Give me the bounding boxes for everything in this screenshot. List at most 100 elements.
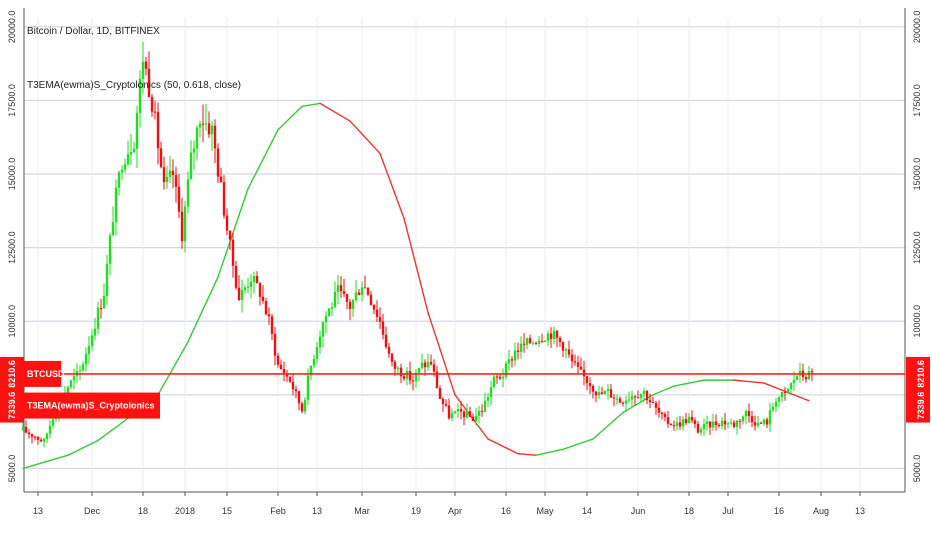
candle-body[interactable] [678, 422, 682, 427]
candle-body[interactable] [42, 439, 46, 442]
candle-body[interactable] [81, 364, 85, 371]
candle-body[interactable] [345, 293, 349, 302]
candle-body[interactable] [501, 376, 505, 379]
candle-body[interactable] [348, 301, 352, 310]
candle-body[interactable] [423, 362, 427, 368]
candle-body[interactable] [51, 419, 55, 426]
candle-body[interactable] [351, 299, 355, 310]
candle-body[interactable] [102, 295, 106, 309]
candle-body[interactable] [594, 391, 598, 396]
candle-body[interactable] [615, 398, 619, 400]
candle-body[interactable] [645, 390, 649, 401]
candle-body[interactable] [342, 291, 346, 294]
candle-body[interactable] [783, 391, 787, 393]
candle-body[interactable] [249, 281, 253, 288]
candle-body[interactable] [732, 422, 736, 427]
candle-body[interactable] [318, 336, 322, 348]
candle-body[interactable] [366, 287, 370, 295]
candle-body[interactable] [717, 425, 721, 427]
candle-body[interactable] [621, 402, 625, 404]
candle-body[interactable] [228, 230, 232, 240]
candle-body[interactable] [33, 436, 37, 438]
candle-body[interactable] [576, 362, 580, 367]
candle-body[interactable] [534, 342, 538, 344]
candle-body[interactable] [237, 287, 241, 300]
candle-body[interactable] [438, 388, 442, 399]
candle-body[interactable] [426, 361, 430, 368]
candle-body[interactable] [267, 314, 271, 317]
candle-body[interactable] [612, 397, 616, 399]
symbol-legend[interactable]: Bitcoin / Dollar, 1D, BITFINEX [27, 26, 160, 37]
candle-body[interactable] [498, 376, 502, 379]
candle-body[interactable] [186, 179, 190, 207]
candle-body[interactable] [99, 308, 103, 310]
candle-body[interactable] [483, 400, 487, 412]
candle-body[interactable] [21, 426, 25, 431]
candle-body[interactable] [393, 361, 397, 369]
candle-body[interactable] [72, 376, 76, 381]
candle-body[interactable] [600, 392, 604, 395]
candle-body[interactable] [210, 125, 214, 135]
candle-body[interactable] [567, 349, 571, 355]
candle-body[interactable] [273, 333, 277, 356]
candle-body[interactable] [651, 402, 655, 404]
candle-body[interactable] [309, 365, 313, 376]
candle-body[interactable] [165, 176, 169, 183]
candle-body[interactable] [144, 61, 148, 69]
candle-body[interactable] [195, 127, 199, 149]
candle-body[interactable] [480, 411, 484, 413]
candle-body[interactable] [432, 364, 436, 372]
candle-body[interactable] [441, 398, 445, 404]
candle-body[interactable] [669, 423, 673, 426]
candle-body[interactable] [357, 292, 361, 296]
candle-body[interactable] [477, 411, 481, 416]
candle-body[interactable] [429, 361, 433, 365]
candle-body[interactable] [573, 361, 577, 363]
candle-body[interactable] [417, 367, 421, 373]
candle-body[interactable] [795, 375, 799, 381]
candle-body[interactable] [150, 96, 154, 112]
candle-body[interactable] [684, 419, 688, 424]
candle-body[interactable] [702, 423, 706, 430]
candle-body[interactable] [114, 187, 118, 223]
candle-body[interactable] [528, 338, 532, 344]
candle-body[interactable] [120, 169, 124, 173]
candle-body[interactable] [789, 383, 793, 390]
candle-body[interactable] [90, 335, 94, 347]
candle-body[interactable] [129, 152, 133, 155]
candle-body[interactable] [336, 285, 340, 292]
candle-body[interactable] [276, 355, 280, 365]
candle-body[interactable] [222, 182, 226, 216]
candle-body[interactable] [123, 164, 127, 170]
candle-body[interactable] [798, 370, 802, 376]
candle-body[interactable] [297, 391, 301, 404]
candle-body[interactable] [252, 276, 256, 282]
candle-body[interactable] [681, 419, 685, 427]
candle-body[interactable] [549, 333, 553, 340]
candle-body[interactable] [312, 358, 316, 366]
candle-body[interactable] [255, 276, 259, 284]
candle-body[interactable] [510, 359, 514, 361]
candle-body[interactable] [780, 391, 784, 398]
candle-body[interactable] [246, 287, 250, 289]
candle-body[interactable] [504, 363, 508, 377]
candle-body[interactable] [291, 381, 295, 390]
candle-body[interactable] [618, 398, 622, 403]
candle-body[interactable] [513, 350, 517, 361]
candle-body[interactable] [264, 301, 268, 315]
candle-body[interactable] [642, 390, 646, 394]
candle-body[interactable] [354, 292, 358, 300]
candle-body[interactable] [690, 417, 694, 421]
candle-body[interactable] [522, 343, 526, 345]
candle-body[interactable] [531, 342, 535, 344]
candle-body[interactable] [414, 372, 418, 382]
candle-body[interactable] [474, 415, 478, 422]
candle-body[interactable] [390, 353, 394, 362]
candle-body[interactable] [597, 392, 601, 396]
candle-body[interactable] [333, 291, 337, 308]
candle-body[interactable] [648, 400, 652, 403]
candle-body[interactable] [729, 422, 733, 424]
candle-body[interactable] [561, 342, 565, 351]
candle-body[interactable] [141, 61, 145, 79]
